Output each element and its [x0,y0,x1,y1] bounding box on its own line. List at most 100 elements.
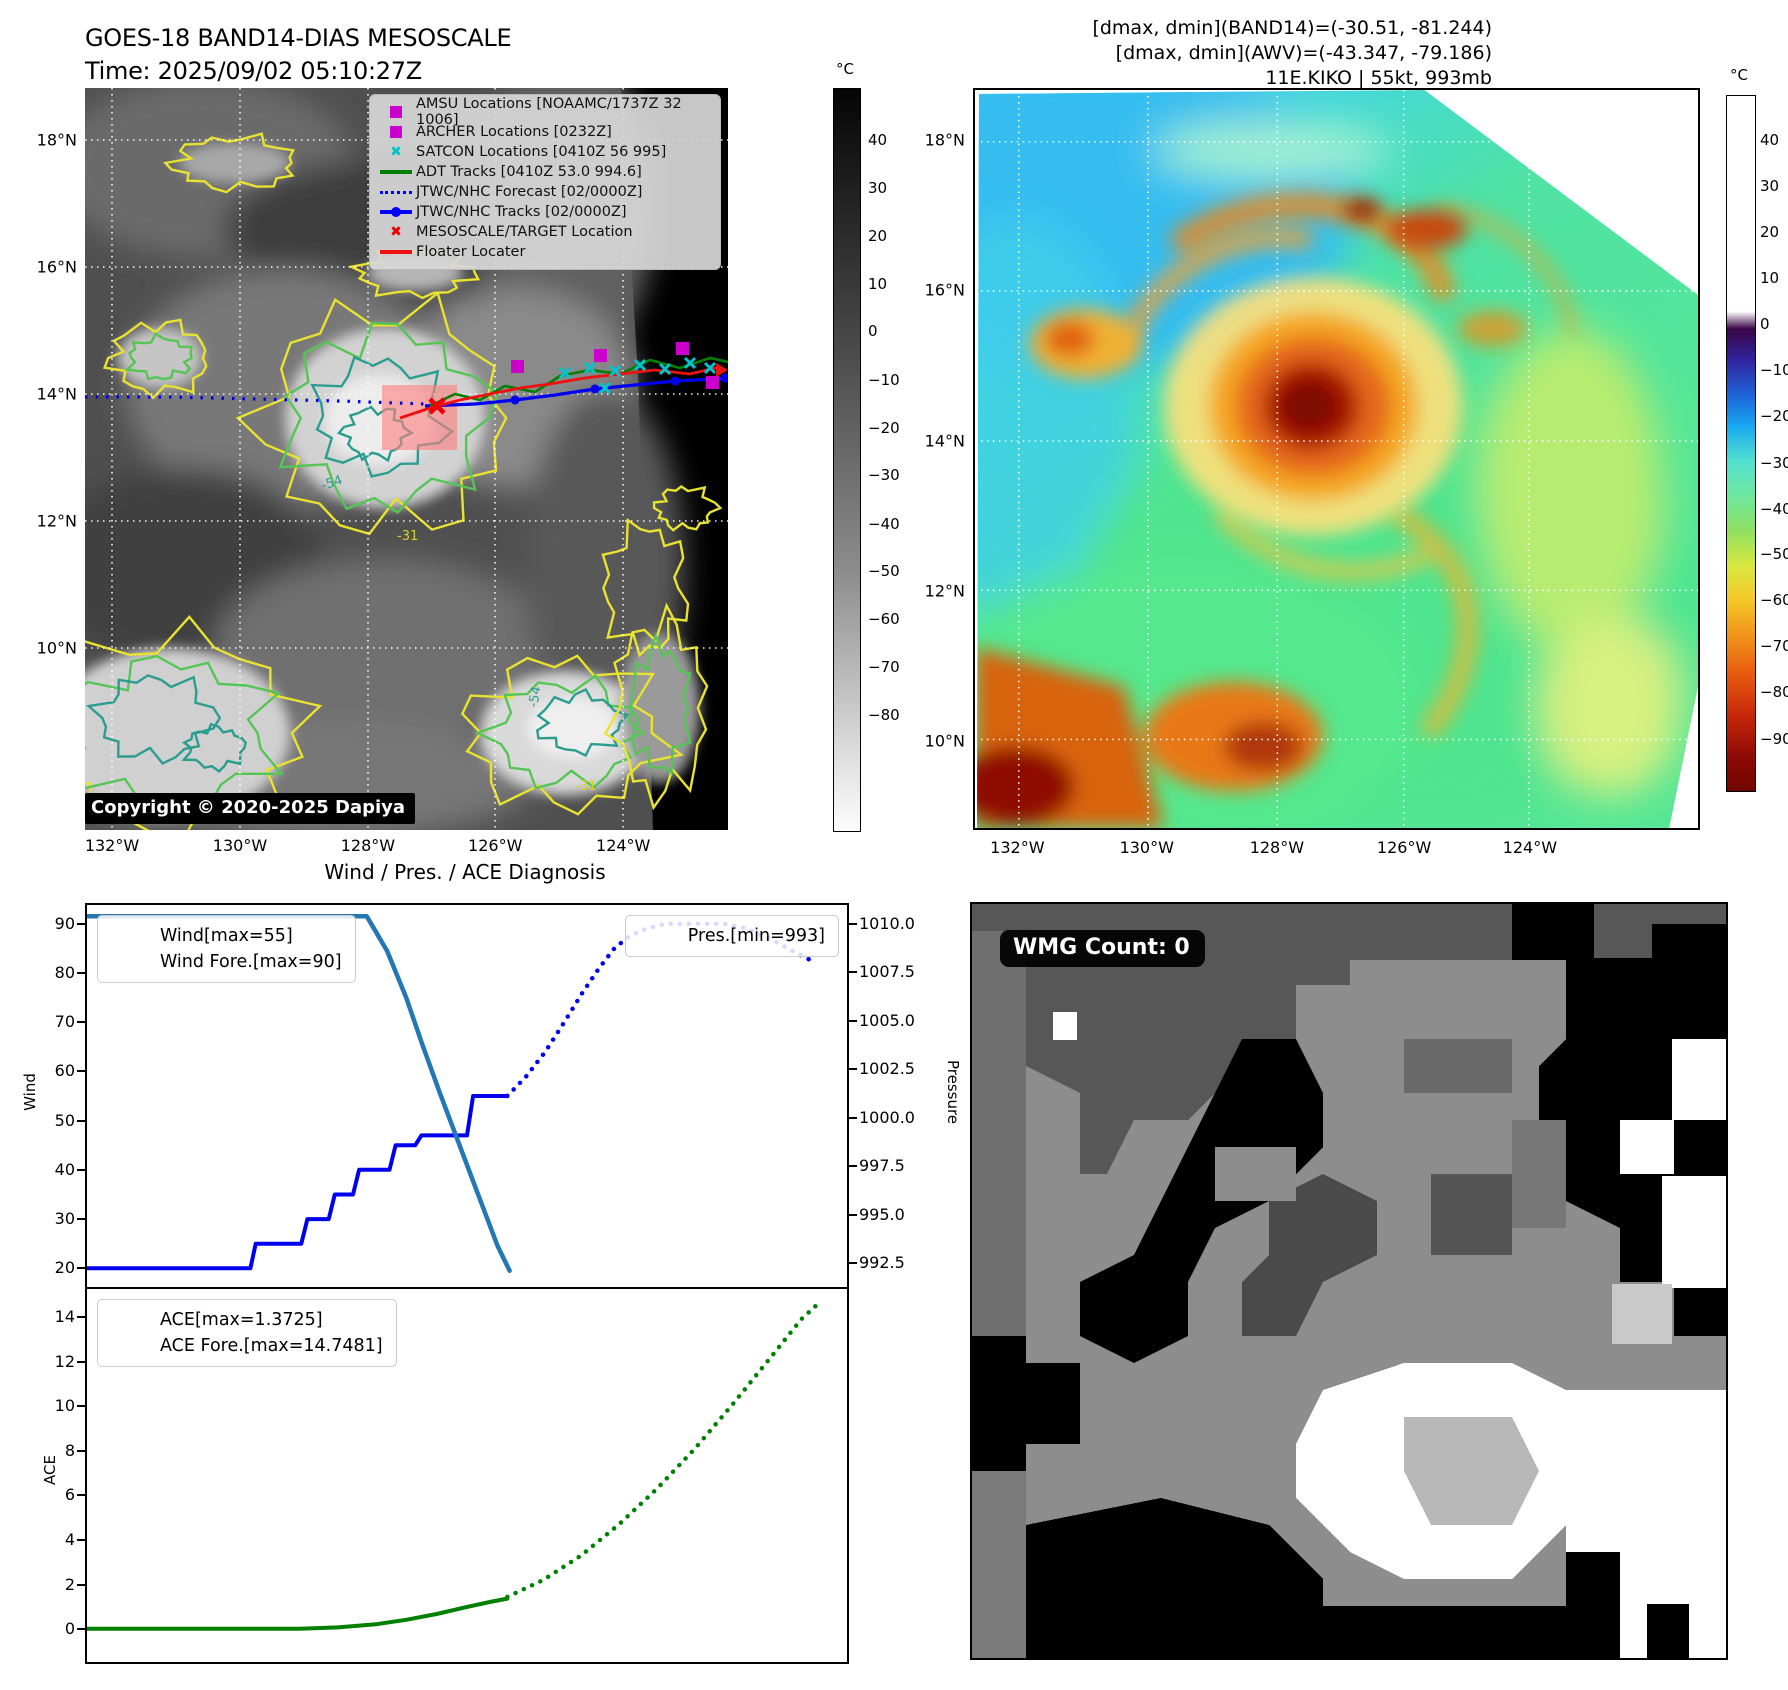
axis-tick-mark [77,1218,86,1221]
wind-pressure-chart: Wind Pressure Wind[max=55] Wind Fore.[max… [21,903,962,1289]
x-legend-marker: ✖ [390,144,402,160]
axis-tick-label: 6 [64,1485,75,1505]
legend-item-label: Wind[max=55] [160,926,293,946]
legend-item-label: SATCON Locations [0410Z 56 995] [416,144,667,160]
legend-item-label: ADT Tracks [0410Z 53.0 994.6] [416,164,642,180]
series-observed [87,1596,510,1631]
lat-tick-label: 14°N [924,431,965,451]
colorbar-tick-label: −20 [1760,407,1788,426]
axis-tick-mark [77,922,86,925]
floater-track [399,363,728,420]
lat-tick-label: 16°N [36,257,77,277]
axis-tick-mark [848,1165,857,1168]
colorbar-tick-label: −10 [1760,361,1788,380]
color-ir-map-panel: 18°N 16°N 14°N 12°N 10°N 132°W 130°W 128°W 126°… [925,88,1700,857]
legend-item-label: ACE[max=1.3725] [160,1310,323,1330]
linedot-legend-marker [376,206,416,217]
colorbar-tick-label: 30 [868,179,888,198]
axis-tick-label: 995.0 [859,1204,905,1224]
hurricane-core [1163,277,1463,536]
axis-tick-mark [77,1315,86,1318]
axis-tick-mark [77,1405,86,1408]
axis-tick-mark [77,1583,86,1586]
legend-item: AMSU Locations [NOAAMC/1737Z 32 1006] [376,96,712,128]
legend-item: Wind Fore.[max=90] [111,949,342,975]
contour-label: -31 [397,529,418,544]
colorbar-tick-label: −60 [1760,591,1788,610]
lon-tick-label: 130°W [212,836,268,855]
legend-item-label: Wind Fore.[max=90] [160,952,342,972]
colorbar-tick-label: 20 [868,226,888,245]
axis-tick-mark [77,1267,86,1270]
axis-tick-label: 1010.0 [859,913,915,933]
satellite-title: GOES-18 BAND14-DIAS MESOSCALE [85,24,512,52]
axis-tick-mark [848,1019,857,1022]
amsu-archer-markers [511,342,719,389]
colorbar-tick-label: −10 [868,370,900,389]
contour-labels: -54 -54 -31 -31 [320,473,597,794]
lon-tick-label: 130°W [1119,838,1174,857]
axis-tick-mark [848,1068,857,1071]
axis-tick-label: 8 [64,1440,75,1460]
cold-cloud-blobs [976,199,1527,828]
colorbar-tick-label: 20 [1760,222,1780,241]
axis-tick-label: 90 [54,913,75,933]
axis-tick-mark [77,1070,86,1073]
series-forecast [505,1297,825,1600]
legend-item: ACE[max=1.3725] [111,1307,383,1333]
axis-tick-mark [77,1538,86,1541]
lat-tick-label: 10°N [36,638,77,658]
lon-tick-label: 128°W [1249,838,1305,857]
ir-colorbar [1726,95,1756,792]
left-map-lat-labels: 18°N 16°N 14°N 12°N 10°N [19,88,77,830]
colorbar-tick-label: −70 [868,657,900,676]
mesoscale-target-box [382,385,457,450]
ace-legend: ACE[max=1.3725] ACE Fore.[max=14.7481] [97,1299,397,1367]
chart-title: Wind / Pres. / ACE Diagnosis [324,860,606,884]
lon-tick-label: 126°W [468,836,523,855]
colorbar-tick-label: 40 [1760,131,1780,150]
ace-axis-label: ACE [40,1455,59,1485]
axis-tick-mark [77,1628,86,1631]
wind-axis-label: Wind [20,1073,39,1111]
band14-satellite-image: -54 -54 -31 -31 [85,88,728,830]
lat-tick-label: 18°N [924,130,965,150]
axis-tick-label: 10 [54,1396,75,1416]
legend-item-label: MESOSCALE/TARGET Location [416,224,633,240]
timestamp: Time: 2025/09/02 05:10:27Z [85,57,422,85]
axis-tick-label: 4 [64,1529,75,1549]
colorbar-tick-label: 0 [868,322,878,341]
axis-tick-mark [848,1116,857,1119]
mesoscale-target-marker [428,397,446,415]
axis-tick-mark [848,922,857,925]
axis-tick-mark [77,1168,86,1171]
graticule [85,88,728,830]
dmax-dmin-band14: [dmax, dmin](BAND14)=(-30.51, -81.244) [1092,17,1492,39]
legend-item: JTWC/NHC Forecast [02/0000Z] [376,182,712,202]
contour-label: -54 [526,685,544,709]
axis-tick-mark [77,1449,86,1452]
storm-id-intensity: 11E.KIKO | 55kt, 993mb [1265,67,1492,89]
colorbar-tick-label: −80 [1760,683,1788,701]
lat-tick-label: 14°N [36,384,77,404]
panel-title: GOES-18 BAND14-DIAS MESOSCALE Time: 2025… [85,22,512,88]
colorbar-tick-label: 10 [868,274,888,293]
legend-item-label: Pres.[min=993] [687,926,825,946]
legend-item: Wind[max=55] [111,923,342,949]
contour-label: -31 [575,779,596,794]
ace-plot-area [87,1297,825,1631]
axis-tick-mark [77,1119,86,1122]
legend-item: ACE Fore.[max=14.7481] [111,1333,383,1359]
lon-tick-label: 124°W [596,836,651,855]
axis-tick-label: 992.5 [859,1252,905,1272]
lat-tick-label: 16°N [924,280,965,300]
axis-tick-label: 997.5 [859,1156,905,1176]
legend-item-label: ARCHER Locations [0232Z] [416,124,612,140]
legend-item: ✖ SATCON Locations [0410Z 56 995] [376,142,712,162]
storm-info: [dmax, dmin](BAND14)=(-30.51, -81.244) [… [1092,16,1492,91]
band14-map-panel: -54 -54 -31 -31 [37,88,728,855]
wmg-mask-panel: WMG Count: 0 [970,902,1728,1660]
jtwc-forecast-track [85,395,426,406]
legend-item-label: JTWC/NHC Tracks [02/0000Z] [416,204,627,220]
